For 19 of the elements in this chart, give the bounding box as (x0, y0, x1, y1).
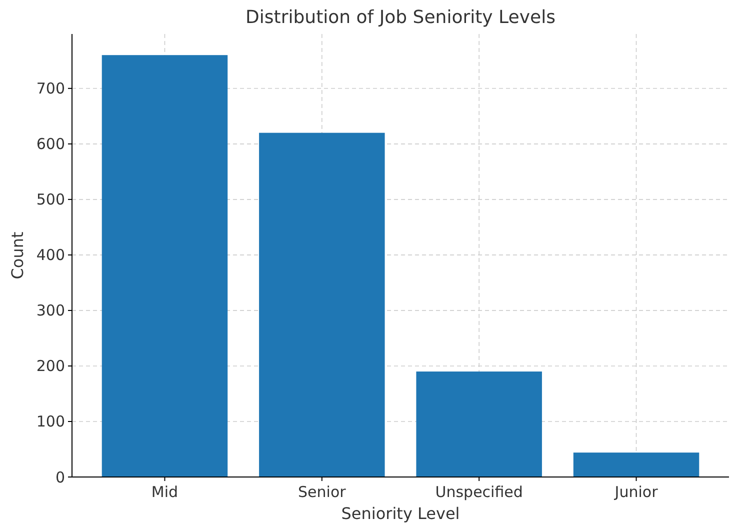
y-axis-title: Count (8, 232, 27, 280)
y-tick-label: 500 (36, 190, 65, 209)
bar (259, 132, 385, 477)
bar (416, 372, 542, 477)
x-axis-title: Seniority Level (341, 504, 460, 523)
bar (573, 452, 700, 477)
y-tick-label: 700 (36, 80, 65, 98)
chart-title: Distribution of Job Seniority Levels (246, 7, 556, 28)
bar (102, 55, 228, 477)
x-tick-label: Mid (151, 483, 178, 501)
y-tick-label: 100 (36, 412, 65, 431)
y-tick-label: 600 (36, 135, 65, 154)
y-tick-label: 300 (36, 302, 65, 320)
x-tick-label: Unspecified (435, 483, 523, 501)
x-tick-label: Senior (298, 483, 347, 501)
y-tick-label: 0 (55, 468, 65, 486)
y-tick-label: 200 (36, 357, 65, 376)
y-tick-label: 400 (36, 246, 65, 264)
x-tick-label: Junior (614, 483, 659, 501)
